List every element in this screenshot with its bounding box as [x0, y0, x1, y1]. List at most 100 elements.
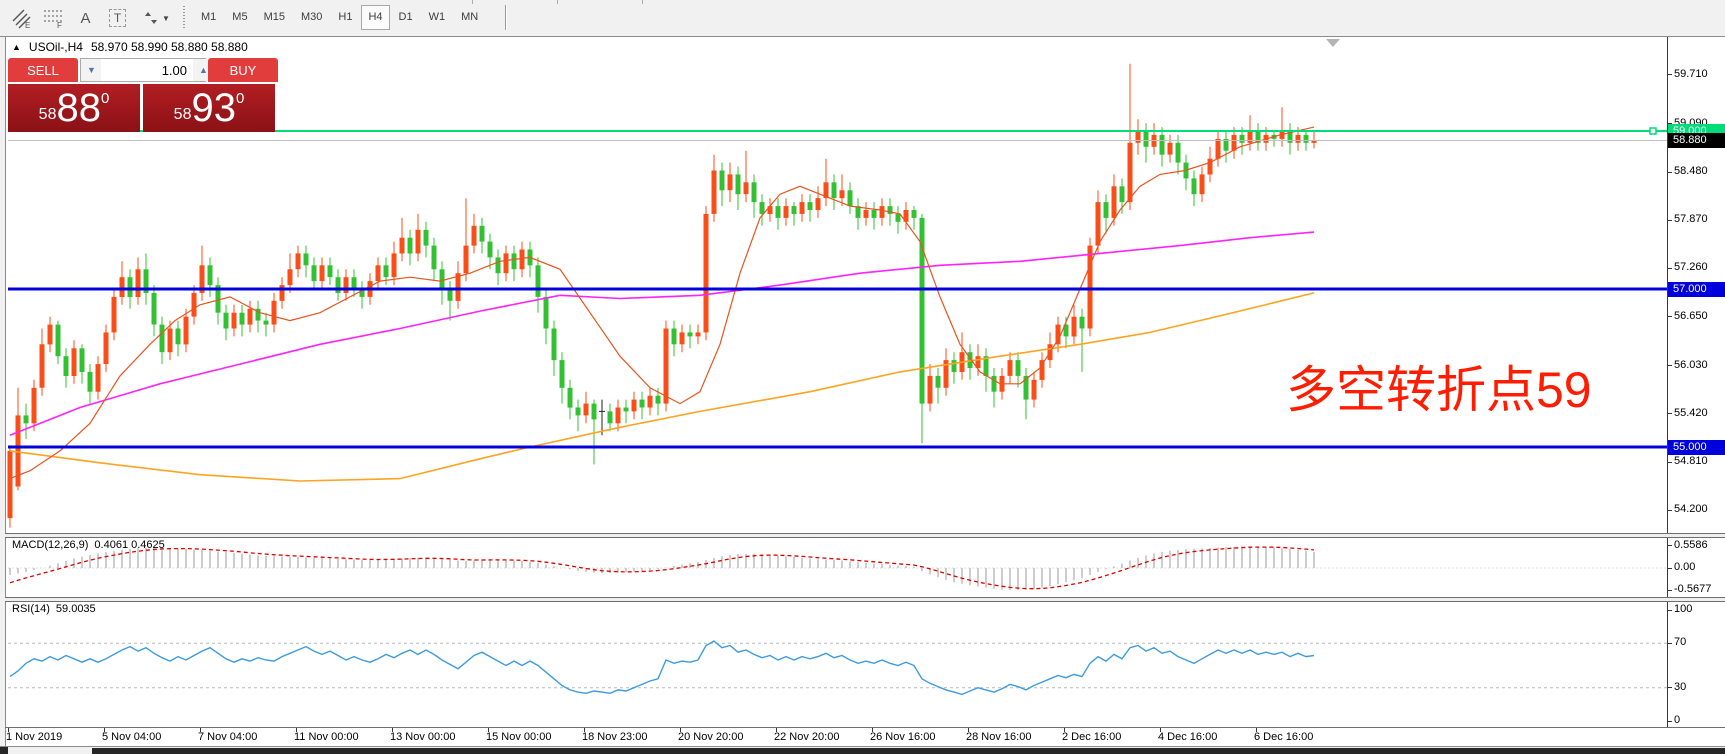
- toolbar-separator-tick: [557, 0, 558, 4]
- buy-price-sup: 0: [235, 89, 245, 107]
- buy-price-tile[interactable]: 58 93 0: [143, 84, 275, 132]
- time-axis-label: 1 Nov 2019: [6, 731, 63, 743]
- volume-stepper: ▼ ▲: [80, 58, 213, 82]
- text-tool-glyph: T: [108, 9, 127, 27]
- timeframe-w1[interactable]: W1: [422, 5, 453, 30]
- price-tick-mark: [1667, 316, 1672, 318]
- time-axis-label: 22 Nov 20:00: [774, 731, 840, 743]
- sell-price-sup: 0: [100, 89, 110, 107]
- time-axis-label: 11 Nov 00:00: [294, 731, 359, 743]
- price-tick-mark: [1667, 219, 1672, 221]
- time-tick-mark: [8, 728, 9, 732]
- horizontal-scrollbar[interactable]: [0, 746, 1725, 754]
- fibonacci-tool-icon[interactable]: F: [40, 5, 67, 31]
- timeframe-m15[interactable]: M15: [257, 5, 292, 30]
- time-tick-mark: [488, 728, 489, 732]
- price-badge-55.000: 55.000: [1668, 439, 1725, 455]
- time-axis-label: 28 Nov 16:00: [966, 731, 1032, 743]
- sell-price-tile[interactable]: 58 88 0: [8, 84, 140, 132]
- chart-shift-marker-icon[interactable]: [1326, 39, 1340, 47]
- buy-price-small: 58: [173, 106, 192, 123]
- rsi-tick-mark: [1667, 720, 1672, 722]
- timeframe-d1[interactable]: D1: [392, 5, 420, 30]
- symbol-name: USOil-,H4: [28, 40, 83, 54]
- price-tick-mark: [1667, 267, 1672, 269]
- timeframe-h1[interactable]: H1: [331, 5, 359, 30]
- toolbar-separator-tick: [472, 0, 473, 4]
- toolbar-separator: [505, 5, 507, 30]
- channel-tool-icon[interactable]: E: [8, 5, 35, 31]
- price-badge-58.880: 58.880: [1668, 132, 1725, 148]
- buy-price-big: 93: [191, 86, 236, 130]
- window-left-border: [5, 36, 6, 754]
- price-tick-label: 57.870: [1674, 213, 1708, 226]
- fibonacci-tool-badge: F: [57, 21, 62, 29]
- time-axis-divider: [5, 727, 1725, 728]
- rsi-panel-divider[interactable]: [5, 597, 1725, 602]
- price-tick-label: 54.200: [1674, 503, 1708, 516]
- time-tick-mark: [776, 728, 777, 732]
- rsi-axis-label: 30: [1674, 680, 1687, 693]
- rsi-axis-label: 0: [1674, 714, 1681, 726]
- price-tick-mark: [1667, 171, 1672, 173]
- volume-input[interactable]: [101, 59, 193, 81]
- timeframe-mn[interactable]: MN: [454, 5, 485, 30]
- time-axis-label: 13 Nov 00:00: [390, 731, 456, 743]
- time-tick-mark: [392, 728, 393, 732]
- price-tick-mark: [1667, 461, 1672, 463]
- sell-button[interactable]: SELL: [8, 58, 78, 82]
- time-tick-mark: [872, 728, 873, 732]
- toolbar-separator-tick: [642, 0, 643, 4]
- price-tick-label: 58.480: [1674, 165, 1708, 178]
- price-tick-label: 56.650: [1674, 309, 1708, 322]
- arrow-objects-icon[interactable]: ▼: [138, 5, 174, 31]
- one-click-trading-panel: SELL ▼ ▲ BUY 58 88 0 58 93 0: [8, 58, 278, 132]
- toolbar: E F A T ▼ M1 M5 M15 M30 H1 H4 D1 W1 MN: [0, 0, 1725, 37]
- rsi-axis-label: 100: [1674, 603, 1693, 615]
- macd-values: 0.4061 0.4625: [94, 539, 165, 551]
- timeframe-m30[interactable]: M30: [294, 5, 329, 30]
- macd-axis-label: 0.5586: [1674, 538, 1708, 551]
- macd-name: MACD(12,26,9): [12, 539, 89, 551]
- time-axis-label: 15 Nov 00:00: [486, 731, 552, 743]
- chart-text-annotation[interactable]: 多空转折点59: [1286, 362, 1592, 418]
- rsi-tick-mark: [1667, 642, 1672, 644]
- timeframe-m1[interactable]: M1: [194, 5, 223, 30]
- timeframe-group: M1 M5 M15 M30 H1 H4 D1 W1 MN: [194, 5, 485, 30]
- time-axis[interactable]: 1 Nov 2019 5 Nov 04:00 7 Nov 04:00 11 Nov 0…: [0, 728, 1725, 746]
- rsi-value: 59.0035: [55, 603, 96, 615]
- timeframe-m5[interactable]: M5: [225, 5, 254, 30]
- time-tick-mark: [296, 728, 297, 732]
- sell-price-small: 58: [38, 106, 57, 123]
- time-tick-mark: [968, 728, 969, 732]
- timeframe-h4[interactable]: H4: [361, 5, 390, 30]
- time-axis-label: 18 Nov 23:00: [582, 731, 648, 743]
- dropdown-caret-icon: ▼: [162, 13, 170, 23]
- volume-decrease-button[interactable]: ▼: [81, 59, 101, 81]
- price-axis-border: [1667, 37, 1668, 728]
- rsi-label: RSI(14) 59.0035: [12, 603, 96, 615]
- scrollbar-thumb[interactable]: [92, 748, 1725, 754]
- rsi-name: RSI(14): [12, 603, 50, 615]
- macd-tick-mark: [1667, 545, 1672, 547]
- time-tick-mark: [1064, 728, 1065, 732]
- time-tick-mark: [104, 728, 105, 732]
- collapse-triangle-icon[interactable]: ▲: [12, 42, 21, 52]
- price-tick-label: 57.260: [1674, 261, 1708, 274]
- macd-panel-divider[interactable]: [5, 533, 1725, 538]
- time-tick-mark: [200, 728, 201, 732]
- text-tool-icon[interactable]: T: [104, 5, 131, 31]
- toolbar-grip[interactable]: [183, 6, 185, 30]
- text-label-tool-icon[interactable]: A: [80, 9, 91, 27]
- buy-button[interactable]: BUY: [208, 58, 278, 82]
- time-axis-label: 6 Dec 16:00: [1254, 731, 1314, 743]
- time-axis-label: 26 Nov 16:00: [870, 731, 936, 743]
- symbol-quote-line: ▲ USOil-,H4 58.970 58.990 58.880 58.880: [12, 40, 248, 54]
- price-tick-label: 56.030: [1674, 358, 1708, 371]
- macd-axis-label: 0.00: [1674, 561, 1696, 573]
- scrollbar-left-box[interactable]: [0, 747, 8, 754]
- price-tick-mark: [1667, 74, 1672, 76]
- time-tick-mark: [584, 728, 585, 732]
- time-tick-mark: [1160, 728, 1161, 732]
